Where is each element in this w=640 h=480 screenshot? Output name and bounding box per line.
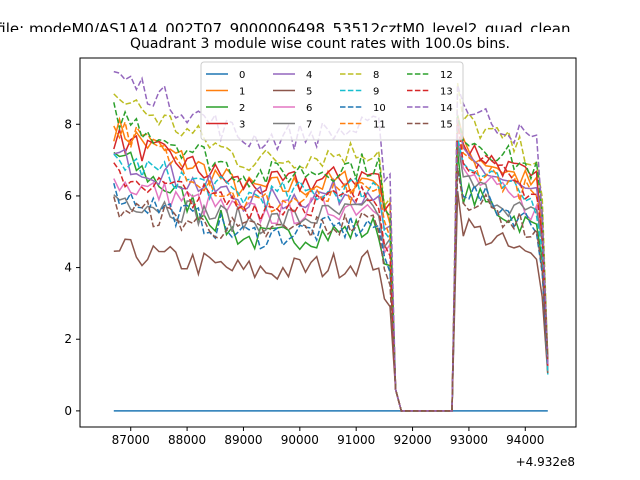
series-line-13 [113, 121, 549, 412]
y-tick-label: 8 [64, 117, 72, 131]
x-tick-label: 89000 [224, 433, 262, 447]
series-line-12 [113, 102, 549, 412]
x-offset-label: +4.932e8 [516, 455, 575, 469]
legend-label-7: 7 [306, 120, 312, 131]
y-tick-label: 4 [64, 261, 72, 275]
series-line-11 [113, 119, 549, 412]
x-tick-label: 90000 [281, 433, 319, 447]
series-line-5 [113, 190, 549, 412]
legend-label-15: 15 [440, 120, 453, 131]
legend-label-1: 1 [239, 87, 245, 98]
legend-label-9: 9 [373, 87, 379, 98]
x-tick-label: 91000 [337, 433, 375, 447]
series-line-4 [113, 120, 549, 412]
legend-label-2: 2 [239, 103, 245, 114]
legend-label-3: 3 [239, 120, 245, 131]
legend-label-12: 12 [440, 70, 453, 81]
x-tick-label: 87000 [112, 433, 150, 447]
legend-box [200, 61, 464, 141]
legend-label-13: 13 [440, 87, 453, 98]
legend-label-5: 5 [306, 87, 312, 98]
series-line-8 [113, 82, 549, 412]
y-tick-label: 6 [64, 189, 72, 203]
suptitle-container: n file: modeM0/AS1A14_002T07_9000006498_… [0, 10, 640, 32]
legend-label-10: 10 [373, 103, 386, 114]
series-line-15 [113, 167, 549, 412]
x-tick-label: 93000 [450, 433, 488, 447]
x-tick-label: 94000 [506, 433, 544, 447]
figure-suptitle: n file: modeM0/AS1A14_002T07_9000006498_… [0, 20, 571, 32]
legend-label-0: 0 [239, 70, 245, 81]
series-line-2 [113, 151, 549, 412]
series-line-10 [113, 168, 549, 412]
axes-frame [79, 57, 577, 428]
legend-label-8: 8 [373, 70, 379, 81]
legend-label-4: 4 [306, 70, 312, 81]
series-line-3 [113, 120, 549, 412]
series-line-6 [113, 136, 549, 412]
x-tick-label: 92000 [393, 433, 431, 447]
series-line-7 [113, 142, 549, 412]
y-tick-label: 0 [64, 404, 72, 418]
legend-label-11: 11 [373, 120, 386, 131]
legend-label-14: 14 [440, 103, 453, 114]
chart-title: Quadrant 3 module wise count rates with … [130, 36, 510, 52]
y-tick-label: 2 [64, 332, 72, 346]
x-tick-label: 88000 [168, 433, 206, 447]
legend-label-6: 6 [306, 103, 312, 114]
